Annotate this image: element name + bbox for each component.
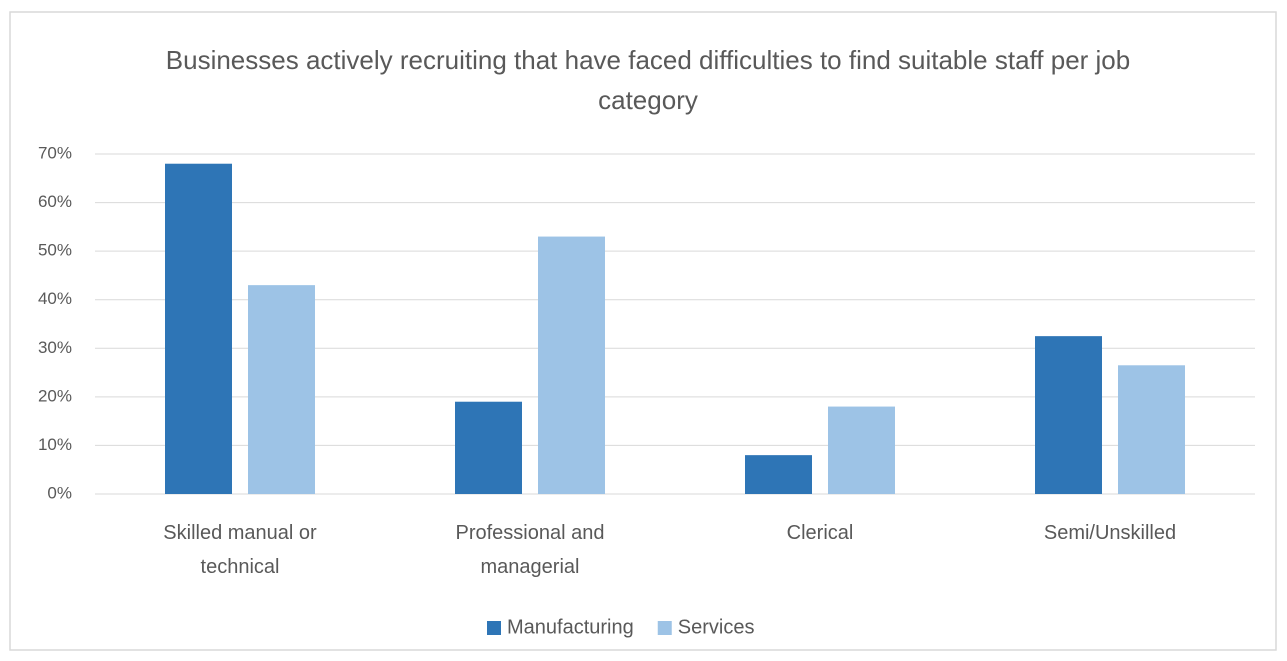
x-tick-label: Professional and managerial [455,522,605,578]
legend-label: Services [678,616,755,638]
x-tick-label: Skilled manual or technical [163,522,317,578]
x-tick-label: Semi/Unskilled [1043,522,1177,544]
y-tick-label: 70% [38,143,72,162]
y-tick-label: 50% [38,241,72,260]
x-tick-label: Clerical [786,522,854,544]
bar [745,455,812,494]
y-tick-label: 40% [38,289,72,308]
bar [1035,336,1102,494]
y-tick-label: 20% [38,386,72,405]
y-tick-label: 10% [38,435,72,454]
bar [455,401,522,494]
chart-title: Businesses actively recruiting that have… [165,45,1131,115]
y-tick-label: 60% [38,192,72,211]
bar [165,163,232,494]
legend-swatch [487,621,501,635]
y-tick-label: 30% [38,338,72,357]
chart-border [9,11,1277,651]
bar [828,406,895,494]
bar [248,285,315,494]
bar [538,236,605,495]
legend-label: Manufacturing [507,616,634,638]
y-tick-label: 0% [47,483,72,502]
bar [1118,365,1185,494]
legend-swatch [657,621,672,635]
